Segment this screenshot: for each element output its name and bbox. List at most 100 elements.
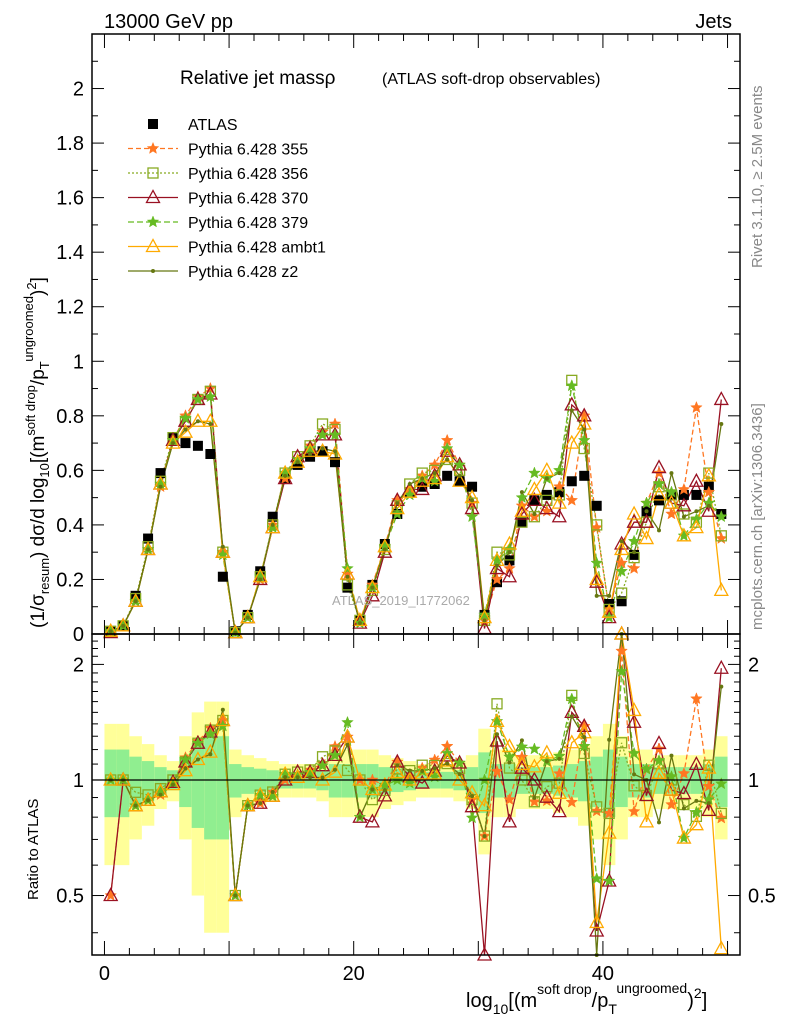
ratio-point-pythia-6-428-z2 [308,775,313,780]
data-point-pythia-6-428-370 [713,391,729,406]
data-point-pythia-6-428-356 [715,530,727,542]
mcplots-label: mcplots.cern.ch [arXiv:1306.3436] [749,403,766,630]
data-point-pythia-6-428-ambt1 [190,412,206,427]
ratio-point-pythia-6-428-z2 [557,756,562,761]
x-tick-label: 40 [592,963,614,985]
ratio-point-pythia-6-428-355 [665,797,678,810]
ratio-point-pythia-6-428-ambt1 [476,797,493,812]
data-point-pythia-6-428-ambt1 [414,472,430,487]
data-point-pythia-6-428-379 [627,534,641,547]
ratio-point-pythia-6-428-355 [341,730,354,743]
ratio-point-pythia-6-428-ambt1 [227,887,243,902]
upper-y-tick-label: 1.6 [56,188,84,210]
ratio-point-pythia-6-428-ambt1 [115,771,131,786]
ratio-point-pythia-6-428-370 [539,788,555,803]
ratio-point-pythia-6-428-ambt1 [713,940,729,955]
data-point-pythia-6-428-z2 [507,550,512,555]
data-point-pythia-6-428-z2 [245,615,250,620]
data-point-pythia-6-428-370 [551,508,567,523]
data-point-pythia-6-428-ambt1 [427,470,443,485]
ratio-point-pythia-6-428-ambt1 [215,712,231,727]
ratio-point-pythia-6-428-356 [341,764,354,777]
x-tick-label: 20 [343,963,365,985]
data-point-pythia-6-428-379 [328,428,342,441]
data-point-pythia-6-428-z2 [208,422,213,426]
ratio-point-pythia-6-428-z2 [544,759,549,764]
legend-entry-atlas: ATLAS [148,117,238,134]
data-point-pythia-6-428-z2 [669,471,674,476]
data-point-pythia-6-428-ambt1 [265,519,281,534]
upper-y-axis-label: (1/σresum) dσ/d log10[(msoft drop/pTungr… [21,277,52,628]
ratio-point-pythia-6-428-ambt1 [701,759,717,774]
ratio-point-pythia-6-428-370 [551,803,567,818]
data-point-pythia-6-428-370 [526,491,542,507]
ratio-point-pythia-6-428-z2 [133,803,138,808]
ratio-point-pythia-6-428-z2 [270,790,275,795]
ratio-point-pythia-6-428-355 [104,888,118,901]
data-point-pythia-6-428-370 [389,491,405,507]
legend-entry-pythia-6-428-379: Pythia 6.428 379 [128,215,308,232]
data-point-pythia-6-428-370 [676,497,692,512]
data-point-pythia-6-428-ambt1 [115,617,131,632]
data-point-pythia-6-428-356 [591,519,603,531]
ratio-point-pythia-6-428-379 [378,778,392,791]
ratio-band-inner [204,736,217,840]
ratio-point-pythia-6-428-ambt1 [414,765,430,780]
legend-marker [145,238,161,253]
data-point-pythia-6-428-ambt1 [464,489,480,504]
ratio-point-pythia-6-428-ambt1 [364,781,380,796]
data-point-atlas [442,470,453,481]
upper-y-tick-label: 1 [73,351,84,373]
ratio-point-pythia-6-428-356 [404,764,416,777]
data-point-atlas [579,470,590,481]
data-point-pythia-6-428-z2 [470,498,475,503]
data-point-pythia-6-428-379 [515,490,529,504]
data-point-pythia-6-428-ambt1 [327,445,343,460]
data-point-pythia-6-428-z2 [308,452,313,456]
ratio-point-pythia-6-428-379 [677,831,691,844]
data-point-pythia-6-428-z2 [283,473,288,478]
ratio-point-pythia-6-428-ambt1 [589,914,605,929]
data-point-pythia-6-428-379 [316,428,329,441]
data-point-pythia-6-428-ambt1 [539,461,555,477]
data-point-pythia-6-428-ambt1 [651,486,667,501]
ratio-point-pythia-6-428-379 [627,746,641,759]
data-point-pythia-6-428-z2 [681,514,686,519]
data-point-pythia-6-428-z2 [146,547,151,552]
ratio-point-pythia-6-428-ambt1 [389,764,405,779]
upper-y-tick-label: 1.4 [56,242,84,264]
ratio-point-pythia-6-428-355 [702,779,716,792]
ratio-point-pythia-6-428-379 [503,750,516,763]
ratio-point-pythia-6-428-ambt1 [688,816,704,831]
ratio-point-pythia-6-428-ambt1 [539,744,555,759]
ratio-point-pythia-6-428-370 [476,946,493,961]
upper-y-tick-label: 0.6 [56,460,84,482]
legend-entry-pythia-6-428-355: Pythia 6.428 355 [128,142,308,159]
data-point-pythia-6-428-ambt1 [688,519,704,534]
data-point-pythia-6-428-379 [577,433,591,446]
ratio-point-pythia-6-428-z2 [283,775,288,780]
data-point-atlas [143,533,154,544]
ratio-point-pythia-6-428-355 [565,795,579,808]
data-point-atlas [205,449,216,459]
data-point-atlas [629,549,640,560]
data-point-pythia-6-428-z2 [445,457,450,462]
lower-y-tick-label-right: 2 [748,654,759,676]
legend-entry-pythia-6-428-ambt1: Pythia 6.428 ambt1 [128,238,326,257]
data-point-pythia-6-428-z2 [607,593,612,598]
data-point-pythia-6-428-379 [677,529,691,542]
ratio-point-pythia-6-428-370 [252,794,268,809]
ratio-point-pythia-6-428-z2 [569,714,574,719]
data-point-pythia-6-428-ambt1 [377,538,393,553]
ratio-point-pythia-6-428-370 [638,787,655,802]
ratio-point-pythia-6-428-ambt1 [564,734,580,749]
ratio-point-pythia-6-428-z2 [432,766,437,771]
data-point-pythia-6-428-379 [266,520,280,534]
ratio-point-pythia-6-428-ambt1 [514,756,530,771]
legend-entry-pythia-6-428-370: Pythia 6.428 370 [128,189,308,208]
ratio-point-pythia-6-428-379 [453,756,466,769]
data-point-pythia-6-428-370 [414,481,430,496]
data-point-pythia-6-428-379 [191,392,205,405]
lower-y-tick-label-left: 2 [73,654,84,676]
